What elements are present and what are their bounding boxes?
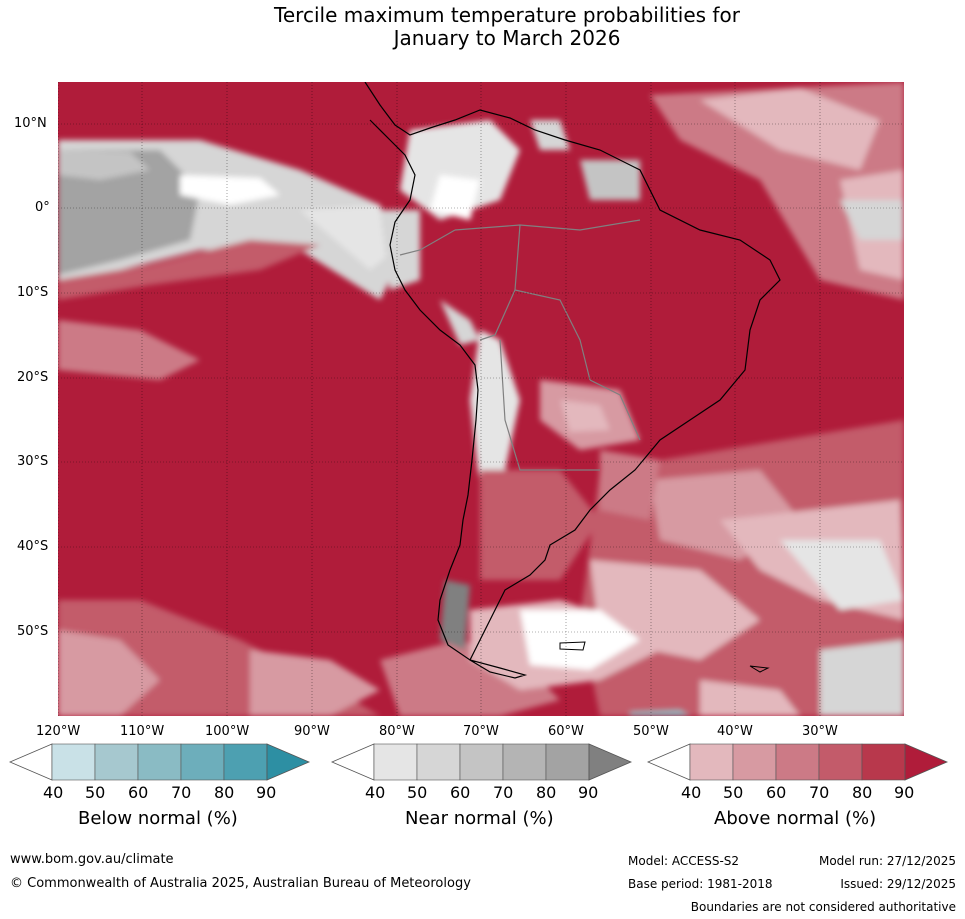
colorbar-segment [373, 743, 418, 781]
model-label: Model: ACCESS-S2 [628, 854, 740, 868]
colorbar-title-above: Above normal (%) [714, 808, 877, 829]
issued-label: Issued: 29/12/2025 [840, 877, 956, 891]
lon-label: 100°W [205, 724, 250, 739]
lon-label: 70°W [463, 724, 499, 739]
tick-label: 80 [536, 783, 557, 802]
tick-label: 90 [578, 783, 599, 802]
tick-label: 40 [681, 783, 702, 802]
title-line-2: January to March 2026 [393, 26, 621, 50]
probability-field [58, 82, 904, 716]
colorbar-segment [330, 743, 375, 781]
lon-label: 60°W [548, 724, 584, 739]
lat-label: 40°S [17, 539, 49, 554]
colorbar-title-below: Below normal (%) [78, 808, 238, 829]
colorbar-segment [502, 743, 547, 781]
lon-label: 80°W [379, 724, 415, 739]
tick-label: 80 [852, 783, 873, 802]
website-link[interactable]: www.bom.gov.au/climate [10, 852, 174, 867]
graticule [58, 82, 904, 716]
base-period-label: Base period: 1981-2018 [628, 877, 773, 891]
tick-label: 80 [214, 783, 235, 802]
colorbar-segment [94, 743, 139, 781]
lat-label: 50°S [17, 624, 49, 639]
colorbar-segment [689, 743, 734, 781]
lon-label: 110°W [120, 724, 165, 739]
colorbar-segment [223, 743, 268, 781]
colorbar-segment [861, 743, 906, 781]
lat-label: 10°N [14, 116, 47, 131]
colorbar-segment [588, 743, 633, 781]
tick-label: 90 [894, 783, 915, 802]
tick-label: 70 [493, 783, 514, 802]
colorbar-segment [732, 743, 777, 781]
lon-label: 30°W [802, 724, 838, 739]
chart-title: Tercile maximum temperature probabilitie… [0, 4, 965, 50]
lon-label: 50°W [633, 724, 669, 739]
tick-label: 40 [43, 783, 64, 802]
colorbar-segment [8, 743, 53, 781]
colorbar-segment [904, 743, 949, 781]
tick-label: 40 [365, 783, 386, 802]
lon-label: 90°W [294, 724, 330, 739]
colorbar-segment [818, 743, 863, 781]
lat-label: 10°S [17, 285, 49, 300]
tick-label: 60 [766, 783, 787, 802]
lon-label: 40°W [717, 724, 753, 739]
title-line-1: Tercile maximum temperature probabilitie… [274, 3, 740, 27]
tick-label: 50 [407, 783, 428, 802]
disclaimer-text: Boundaries are not considered authoritat… [690, 900, 956, 914]
tick-label: 60 [450, 783, 471, 802]
colorbar-segment [459, 743, 504, 781]
copyright-text: © Commonwealth of Australia 2025, Austra… [10, 876, 471, 891]
colorbar-segment [266, 743, 311, 781]
colorbar-segment [51, 743, 96, 781]
south-america-coastline [364, 82, 781, 679]
colorbar-segment [646, 743, 691, 781]
tick-label: 50 [723, 783, 744, 802]
lat-label: 30°S [17, 454, 49, 469]
model-run-label: Model run: 27/12/2025 [818, 854, 956, 868]
tick-label: 70 [809, 783, 830, 802]
colorbar-above-normal [646, 743, 949, 781]
colorbar-segment [180, 743, 225, 781]
tick-label: 50 [85, 783, 106, 802]
tick-label: 90 [256, 783, 277, 802]
colorbar-title-near: Near normal (%) [405, 808, 554, 829]
lat-label: 0° [35, 200, 50, 215]
lon-label: 120°W [36, 724, 81, 739]
lat-label: 20°S [17, 370, 49, 385]
colorbar-below-normal [8, 743, 311, 781]
colorbar-segment [545, 743, 590, 781]
colorbar-near-normal [330, 743, 633, 781]
tick-label: 70 [171, 783, 192, 802]
colorbar-segment [416, 743, 461, 781]
country-borders [399, 219, 641, 471]
tick-label: 60 [128, 783, 149, 802]
colorbar-segment [775, 743, 820, 781]
colorbar-segment [137, 743, 182, 781]
